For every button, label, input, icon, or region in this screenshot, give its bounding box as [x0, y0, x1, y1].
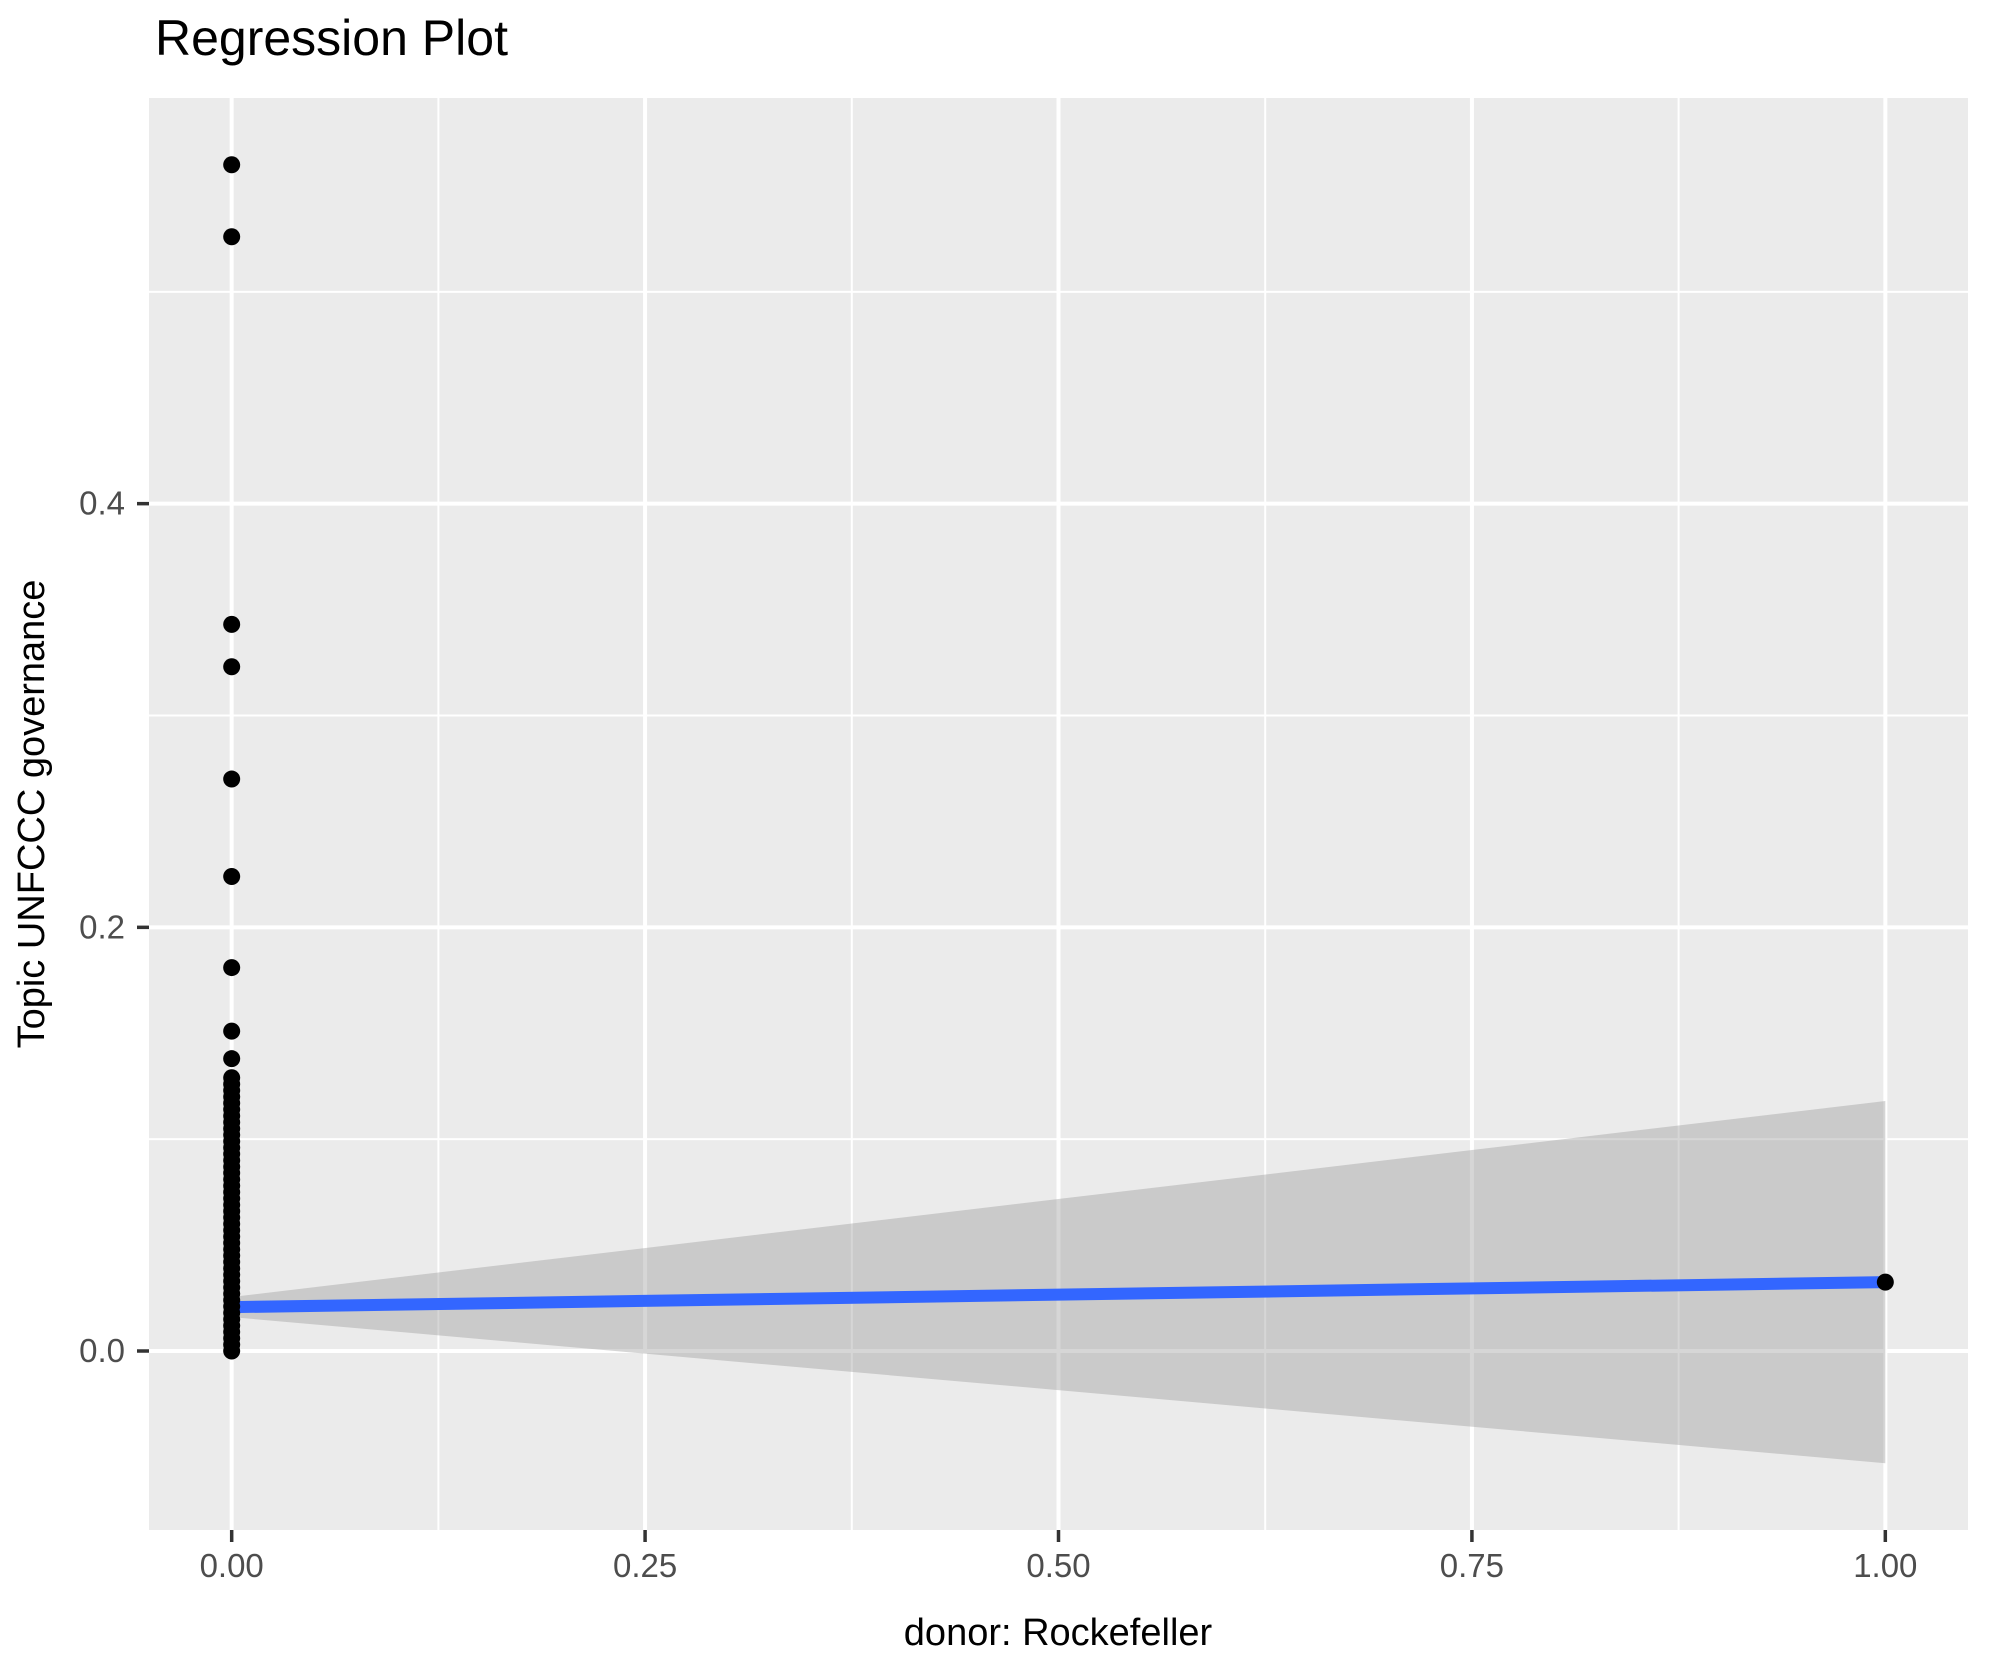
x-tick-label: 0.00 [200, 1547, 264, 1584]
confidence-band [231, 1101, 1886, 1464]
y-tick-label: 0.0 [79, 1332, 125, 1369]
x-axis-title: donor: Rockefeller [904, 1612, 1213, 1654]
data-point [223, 615, 241, 633]
y-tick-label: 0.4 [79, 485, 125, 522]
data-point [223, 867, 241, 885]
x-tick-label: 1.00 [1853, 1547, 1917, 1584]
x-axis-tick-labels: 0.00 0.25 0.50 0.75 1.00 [200, 1547, 1918, 1584]
plot-title: Regression Plot [155, 10, 508, 66]
data-point [1876, 1273, 1894, 1291]
y-axis-tick-labels: 0.0 0.2 0.4 [79, 485, 125, 1369]
regression-line [231, 1276, 1886, 1314]
x-tick-label: 0.50 [1026, 1547, 1090, 1584]
data-point [223, 1342, 241, 1360]
data-point [223, 1050, 241, 1068]
y-tick-label: 0.2 [79, 908, 125, 945]
y-axis-title: Topic UNFCCC governance [11, 580, 53, 1049]
scatter-points [223, 156, 1894, 1360]
data-point [223, 228, 241, 246]
x-tick-label: 0.25 [613, 1547, 677, 1584]
axis-tick-marks [137, 501, 1888, 1542]
data-point [223, 156, 241, 174]
data-point [223, 658, 241, 676]
data-point [223, 959, 241, 977]
data-point [223, 1022, 241, 1040]
data-point [223, 770, 241, 788]
x-tick-label: 0.75 [1440, 1547, 1504, 1584]
